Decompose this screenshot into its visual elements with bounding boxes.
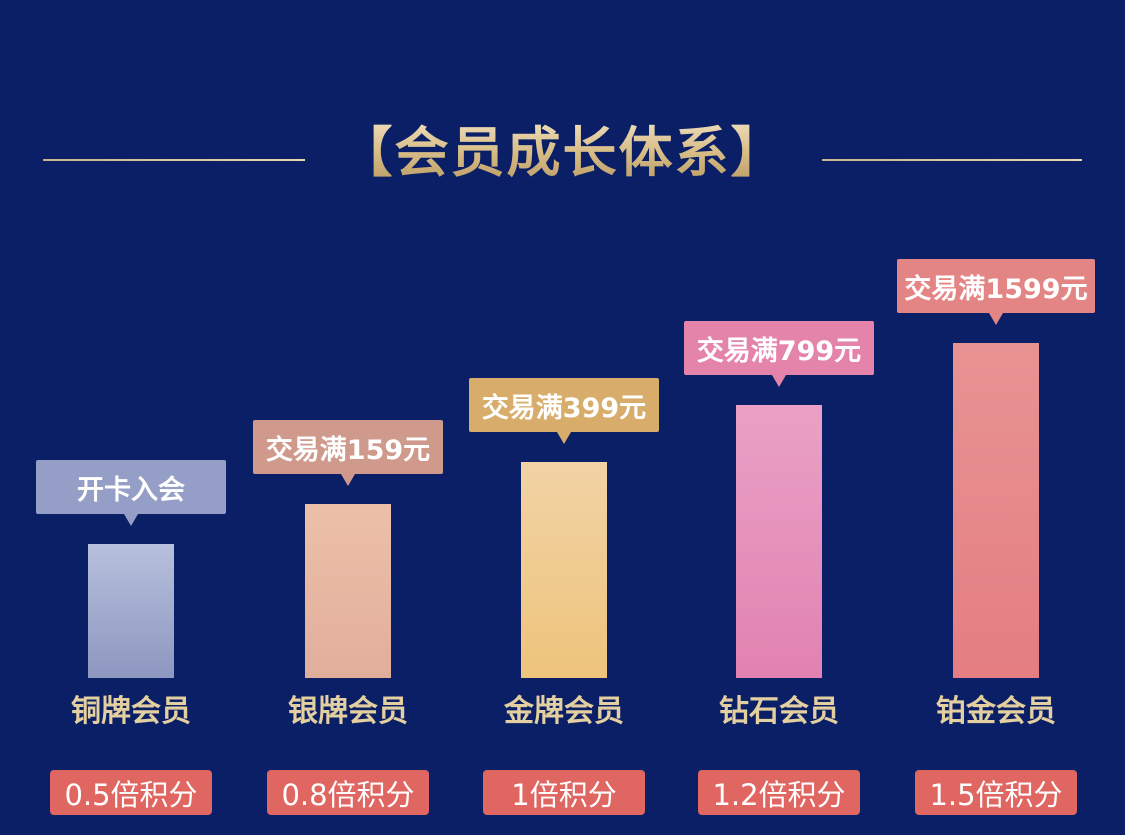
- title-area: 【会员成长体系】: [0, 100, 1125, 184]
- points-badge-3: 1倍积分: [483, 770, 645, 815]
- threshold-tag-4: 交易满799元: [684, 321, 874, 387]
- level-name-4: 钻石会员: [719, 694, 839, 729]
- threshold-label-1: 开卡入会: [77, 474, 185, 506]
- threshold-label-3: 交易满399元: [481, 392, 647, 424]
- threshold-tag-5: 交易满1599元: [897, 259, 1095, 325]
- points-badge-5: 1.5倍积分: [915, 770, 1077, 815]
- threshold-label-4: 交易满799元: [696, 335, 862, 367]
- threshold-label-2: 交易满159元: [265, 434, 431, 466]
- level-name-3: 金牌会员: [504, 694, 624, 729]
- threshold-tag-1: 开卡入会: [36, 460, 226, 526]
- threshold-label-5: 交易满1599元: [904, 273, 1088, 305]
- page-title: 【会员成长体系】: [0, 108, 1125, 187]
- tag-pointer-2: [341, 474, 355, 486]
- threshold-tag-3: 交易满399元: [469, 378, 659, 444]
- bar-1: [88, 544, 174, 678]
- tag-pointer-4: [772, 375, 786, 387]
- points-badge-4: 1.2倍积分: [698, 770, 860, 815]
- bar-2: [305, 504, 391, 678]
- level-name-1: 铜牌会员: [71, 694, 191, 729]
- tag-pointer-1: [124, 514, 138, 526]
- threshold-tag-2: 交易满159元: [253, 420, 443, 486]
- points-badge-2: 0.8倍积分: [267, 770, 429, 815]
- bar-3: [521, 462, 607, 678]
- title-divider-left: [43, 159, 305, 161]
- level-name-2: 银牌会员: [288, 694, 408, 729]
- bar-5: [953, 343, 1039, 678]
- bar-4: [736, 405, 822, 678]
- tag-pointer-3: [557, 432, 571, 444]
- tag-pointer-5: [989, 313, 1003, 325]
- level-name-5: 铂金会员: [936, 694, 1056, 729]
- points-badge-1: 0.5倍积分: [50, 770, 212, 815]
- title-divider-right: [822, 159, 1082, 161]
